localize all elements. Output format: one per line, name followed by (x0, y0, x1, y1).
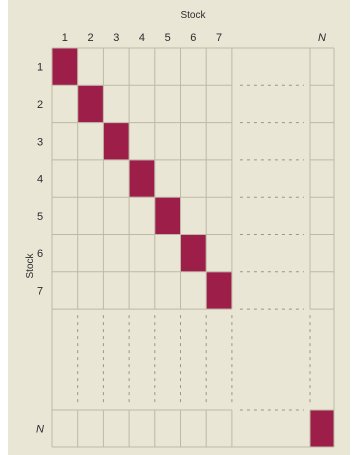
row-axis-title: Stock (25, 252, 36, 278)
row-label: 1 (37, 62, 43, 74)
column-label: 1 (62, 32, 68, 44)
row-labels: 1 2 3 4 5 6 7 N (36, 62, 44, 436)
diagonal-cell (129, 160, 155, 197)
row-label: 5 (37, 211, 43, 223)
diagonal-cell (78, 85, 103, 123)
diagonal-cells (52, 48, 334, 447)
diagonal-cell (155, 197, 180, 234)
column-label: 3 (113, 32, 119, 44)
column-axis-title: Stock (180, 10, 206, 21)
row-label: 2 (37, 99, 43, 111)
grid-lines (51, 47, 335, 448)
diagonal-cell (206, 272, 232, 309)
row-label: 7 (37, 285, 43, 297)
row-label: N (36, 424, 44, 436)
row-label: 3 (37, 136, 43, 148)
row-label: 4 (37, 174, 43, 186)
column-label: 2 (87, 32, 93, 44)
diagonal-cell (52, 48, 78, 85)
diagonal-cell (310, 410, 334, 447)
column-label: 6 (190, 32, 196, 44)
column-label: 5 (165, 32, 171, 44)
ellipsis-dashed-lines (77, 84, 311, 411)
column-label: N (318, 32, 326, 44)
column-label: 4 (139, 32, 145, 44)
diagonal-cell (103, 123, 129, 160)
diagonal-cell (181, 235, 206, 272)
row-label: 6 (37, 248, 43, 260)
column-labels: 1 2 3 4 5 6 7 N (62, 32, 326, 44)
column-label: 7 (216, 32, 222, 44)
